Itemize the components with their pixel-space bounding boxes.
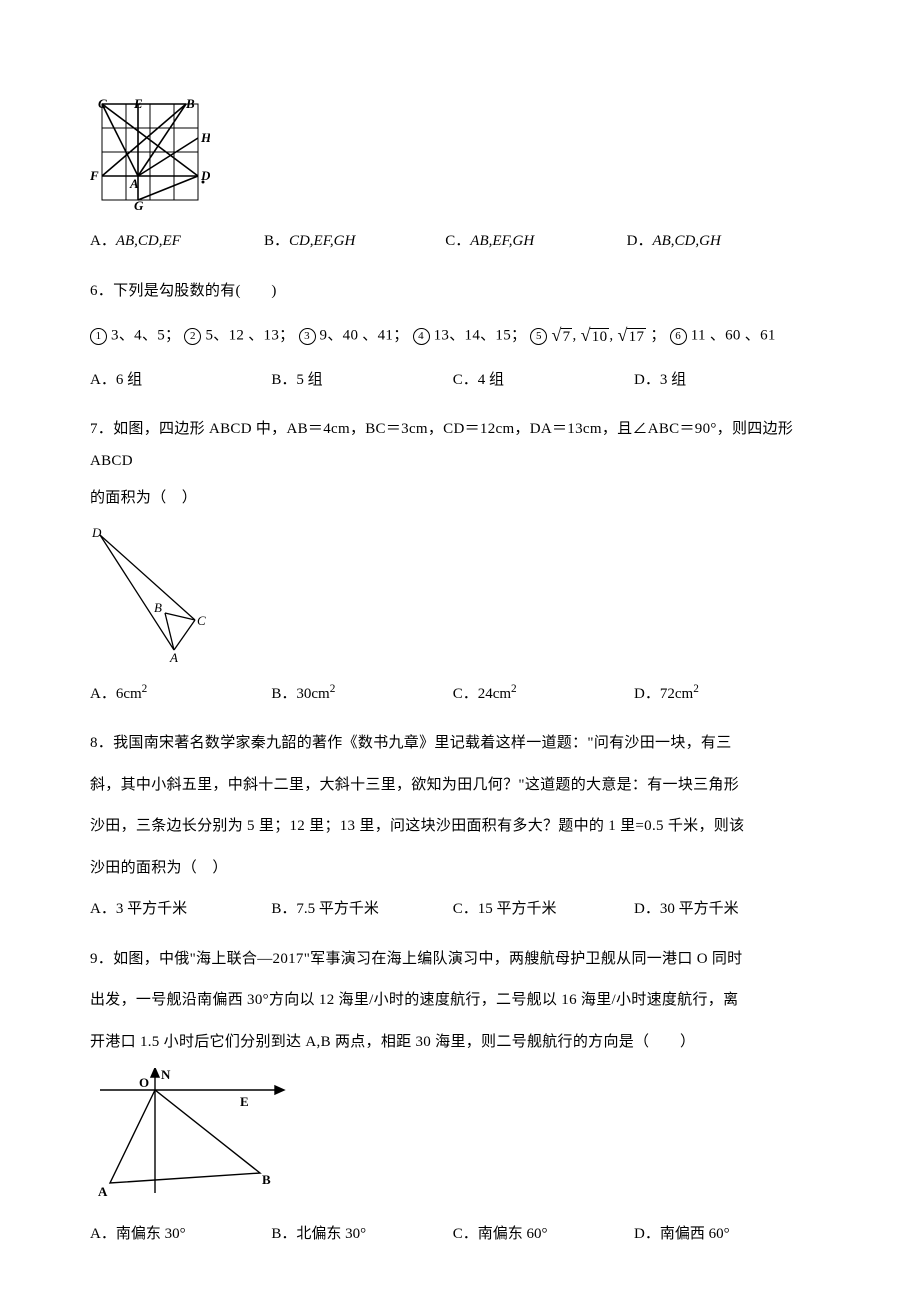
q6-option-c: C．4 组: [453, 365, 631, 397]
svg-text:N: N: [161, 1068, 171, 1082]
q7-option-c: C．24cm2: [453, 679, 631, 711]
q9-option-d: D．南偏西 60°: [634, 1219, 812, 1251]
q5-option-a: A．AB,CD,EF: [90, 226, 260, 258]
svg-text:A: A: [98, 1184, 108, 1199]
q9-options: A．南偏东 30° B．北偏东 30° C．南偏东 60° D．南偏西 60°: [90, 1219, 830, 1251]
q8-option-c: C．15 平方千米: [453, 894, 631, 926]
q5-option-c: C．AB,EF,GH: [445, 226, 623, 258]
q8-line2: 斜，其中小斜五里，中斜十二里，大斜十三里，欲知为田几何？"这道题的大意是：有一块…: [90, 770, 830, 802]
q9-line2: 出发，一号舰沿南偏西 30°方向以 12 海里/小时的速度航行，二号舰以 16 …: [90, 985, 830, 1017]
circled-4: 4: [413, 328, 430, 345]
svg-text:E: E: [133, 98, 143, 111]
grid-diagram-svg: C E B H D F AG: [90, 98, 210, 210]
q9-line1: 9．如图，中俄"海上联合—2017"军事演习在海上编队演习中，两艘航母护卫舰从同…: [90, 944, 830, 976]
q7-line1: 7．如图，四边形 ABCD 中，AB＝4cm，BC＝3cm，CD＝12cm，DA…: [90, 414, 830, 477]
svg-text:B: B: [185, 98, 195, 111]
svg-text:A: A: [169, 650, 178, 663]
q6-option-b: B．5 组: [271, 365, 449, 397]
q8-option-d: D．30 平方千米: [634, 894, 812, 926]
q6-list: 1 3、4、5； 2 5、12 、13； 3 9、40 、41； 4 13、14…: [90, 317, 830, 355]
sqrt-10: √10: [581, 317, 610, 355]
circled-1: 1: [90, 328, 107, 345]
q6-text: 6．下列是勾股数的有( ): [90, 276, 830, 308]
svg-text:E: E: [240, 1094, 249, 1109]
q5-options: A．AB,CD,EF B．CD,EF,GH C．AB,EF,GH D．AB,CD…: [90, 226, 830, 258]
q7-option-b: B．30cm2: [271, 679, 449, 711]
sqrt-7: √7: [551, 317, 572, 355]
svg-text:C: C: [197, 613, 206, 628]
q8-option-a: A．3 平方千米: [90, 894, 268, 926]
q7-figure: D B C A: [90, 525, 830, 663]
q6-options: A．6 组 B．5 组 C．4 组 D．3 组: [90, 365, 830, 397]
svg-text:D: D: [200, 168, 210, 183]
q7-line2: 的面积为（ ）: [90, 483, 830, 515]
circled-2: 2: [184, 328, 201, 345]
circled-6: 6: [670, 328, 687, 345]
q6-option-d: D．3 组: [634, 365, 812, 397]
q5-figure: C E B H D F AG: [90, 98, 830, 210]
svg-text:G: G: [134, 198, 144, 210]
svg-text:D: D: [91, 525, 102, 540]
q7-option-a: A．6cm2: [90, 679, 268, 711]
q7-option-d: D．72cm2: [634, 679, 812, 711]
q8-line3: 沙田，三条边长分别为 5 里；12 里；13 里，问这块沙田面积有多大？题中的 …: [90, 811, 830, 843]
svg-text:C: C: [98, 98, 107, 111]
q8-option-b: B．7.5 平方千米: [271, 894, 449, 926]
q9-line3: 开港口 1.5 小时后它们分别到达 A,B 两点，相距 30 海里，则二号舰航行…: [90, 1027, 830, 1059]
q9-option-b: B．北偏东 30°: [271, 1219, 449, 1251]
q8-options: A．3 平方千米 B．7.5 平方千米 C．15 平方千米 D．30 平方千米: [90, 894, 830, 926]
q9-figure: NO E A B: [90, 1068, 830, 1203]
compass-svg: NO E A B: [90, 1068, 290, 1203]
circled-5: 5: [530, 328, 547, 345]
q8-line4: 沙田的面积为（ ）: [90, 853, 830, 885]
circled-3: 3: [299, 328, 316, 345]
q5-option-d: D．AB,CD,GH: [627, 226, 805, 258]
q9-option-a: A．南偏东 30°: [90, 1219, 268, 1251]
svg-text:A: A: [129, 176, 139, 191]
q8-line1: 8．我国南宋著名数学家秦九韶的著作《数书九章》里记载着这样一道题："问有沙田一块…: [90, 728, 830, 760]
q9-option-c: C．南偏东 60°: [453, 1219, 631, 1251]
svg-text:F: F: [90, 168, 99, 183]
q7-options: A．6cm2 B．30cm2 C．24cm2 D．72cm2: [90, 679, 830, 711]
sqrt-17: √17: [617, 317, 646, 355]
svg-text:B: B: [154, 600, 162, 615]
svg-text:B: B: [262, 1172, 271, 1187]
svg-text:O: O: [139, 1075, 149, 1090]
svg-text:H: H: [200, 130, 210, 145]
quad-abcd-svg: D B C A: [90, 525, 220, 663]
q6-option-a: A．6 组: [90, 365, 268, 397]
q5-option-b: B．CD,EF,GH: [264, 226, 442, 258]
